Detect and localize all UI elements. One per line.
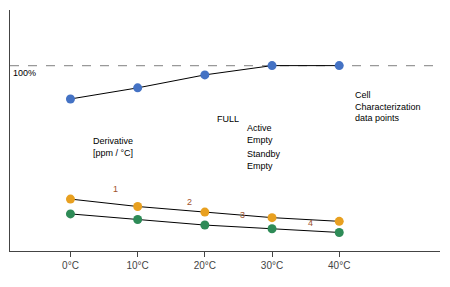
svg-text:4: 4 (308, 218, 313, 228)
svg-text:FULL: FULL (217, 114, 239, 124)
svg-text:Derivative[ppm / °C]: Derivative[ppm / °C] (93, 136, 133, 158)
svg-text:3: 3 (240, 210, 245, 220)
svg-text:40°C: 40°C (328, 260, 350, 271)
svg-text:30°C: 30°C (261, 260, 283, 271)
svg-text:1: 1 (113, 184, 118, 194)
svg-text:100%: 100% (13, 68, 36, 78)
svg-text:20°C: 20°C (194, 260, 216, 271)
svg-text:2: 2 (187, 197, 192, 207)
svg-text:StandbyEmpty: StandbyEmpty (247, 149, 281, 171)
svg-text:CellCharacterizationdata point: CellCharacterizationdata points (355, 90, 421, 123)
svg-text:0°C: 0°C (62, 260, 79, 271)
svg-text:ActiveEmpty: ActiveEmpty (247, 123, 273, 145)
svg-text:10°C: 10°C (126, 260, 148, 271)
